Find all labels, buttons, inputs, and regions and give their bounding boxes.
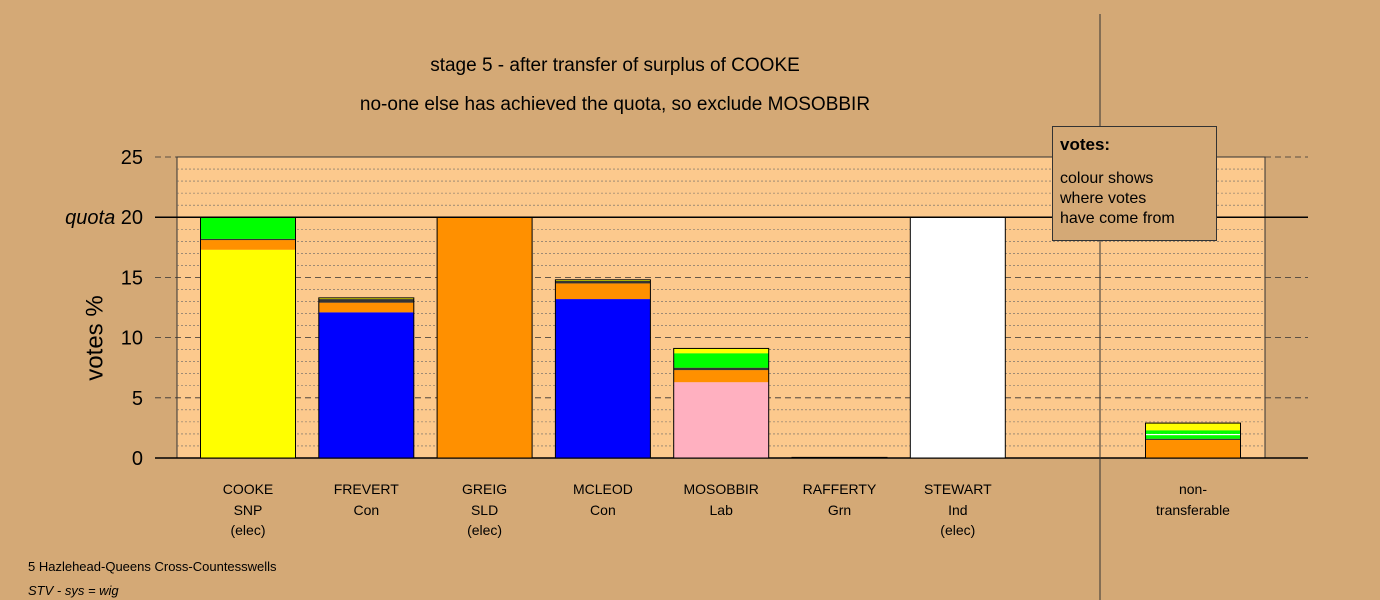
y-tick-label: 10 bbox=[121, 328, 143, 350]
legend-line: where votes bbox=[1060, 190, 1147, 207]
bar-outline bbox=[791, 456, 888, 459]
elected-label: (elec) bbox=[940, 522, 975, 538]
bar-segment bbox=[318, 297, 414, 300]
bar-segment bbox=[200, 217, 296, 239]
bar-segment bbox=[555, 299, 651, 458]
bar-segment bbox=[910, 217, 1006, 458]
bar-segment bbox=[673, 382, 769, 458]
bar-segment bbox=[555, 283, 651, 300]
y-axis-label: votes % bbox=[81, 295, 108, 380]
y-tick-label: 5 bbox=[132, 388, 143, 410]
x-tick-label: MOSOBBIR bbox=[683, 481, 758, 497]
y-tick-label: 15 bbox=[121, 267, 143, 289]
ward-label: 5 Hazlehead-Queens Cross-Countesswells bbox=[28, 559, 277, 574]
bar-segment bbox=[1145, 439, 1241, 458]
legend-line: have come from bbox=[1060, 210, 1175, 227]
system-label: STV - sys = wig bbox=[28, 583, 119, 598]
legend-line: colour shows bbox=[1060, 170, 1154, 187]
y-tick-label: 25 bbox=[121, 147, 143, 169]
y-tick-label: 0 bbox=[132, 448, 143, 470]
non-transferable-label: transferable bbox=[1156, 502, 1230, 518]
party-label: SLD bbox=[471, 502, 498, 518]
bar-segment bbox=[555, 281, 651, 284]
chart-title: stage 5 - after transfer of surplus of C… bbox=[430, 55, 800, 76]
bar-segment bbox=[1145, 438, 1241, 440]
x-tick-label: GREIG bbox=[462, 481, 507, 497]
x-tick-label: FREVERT bbox=[334, 481, 400, 497]
bar-outline bbox=[318, 297, 415, 459]
bar-segment bbox=[555, 279, 651, 282]
elected-label: (elec) bbox=[467, 522, 502, 538]
bar-segment bbox=[318, 312, 414, 458]
party-label: Grn bbox=[828, 502, 851, 518]
bar-segment bbox=[200, 238, 296, 241]
bar-segment bbox=[1145, 423, 1241, 431]
bar-segment bbox=[1145, 430, 1241, 434]
bar-segment bbox=[200, 240, 296, 250]
x-tick-label: RAFFERTY bbox=[803, 481, 877, 497]
bar-segment bbox=[318, 299, 414, 303]
bar-segment bbox=[318, 302, 414, 313]
legend-title: votes: bbox=[1060, 135, 1111, 154]
party-label: Lab bbox=[710, 502, 734, 518]
legend: votes: colour shows where votes have com… bbox=[1052, 126, 1217, 241]
party-label: Ind bbox=[948, 502, 967, 518]
party-label: SNP bbox=[234, 502, 263, 518]
bar-segment bbox=[673, 353, 769, 368]
bar-segment bbox=[200, 249, 296, 458]
bar-outline bbox=[673, 347, 770, 459]
bar-outline bbox=[554, 279, 651, 459]
bar-outline bbox=[1145, 422, 1241, 459]
party-label: Con bbox=[353, 502, 379, 518]
elected-label: (elec) bbox=[230, 522, 265, 538]
chart-subtitle: no-one else has achieved the quota, so e… bbox=[359, 94, 871, 115]
x-tick-label: STEWART bbox=[924, 481, 992, 497]
x-tick-label: MCLEOD bbox=[573, 481, 633, 497]
bar-segment bbox=[673, 367, 769, 371]
party-label: Con bbox=[590, 502, 616, 518]
non-transferable-label: non- bbox=[1179, 481, 1207, 497]
bar-segment bbox=[673, 370, 769, 383]
bar-segment bbox=[673, 348, 769, 354]
x-tick-label: COOKE bbox=[223, 481, 274, 497]
bar-segment bbox=[1145, 433, 1241, 436]
bar-segment bbox=[437, 217, 533, 458]
bar-segment bbox=[1145, 435, 1241, 439]
quota-label: quota 20 bbox=[65, 207, 143, 229]
